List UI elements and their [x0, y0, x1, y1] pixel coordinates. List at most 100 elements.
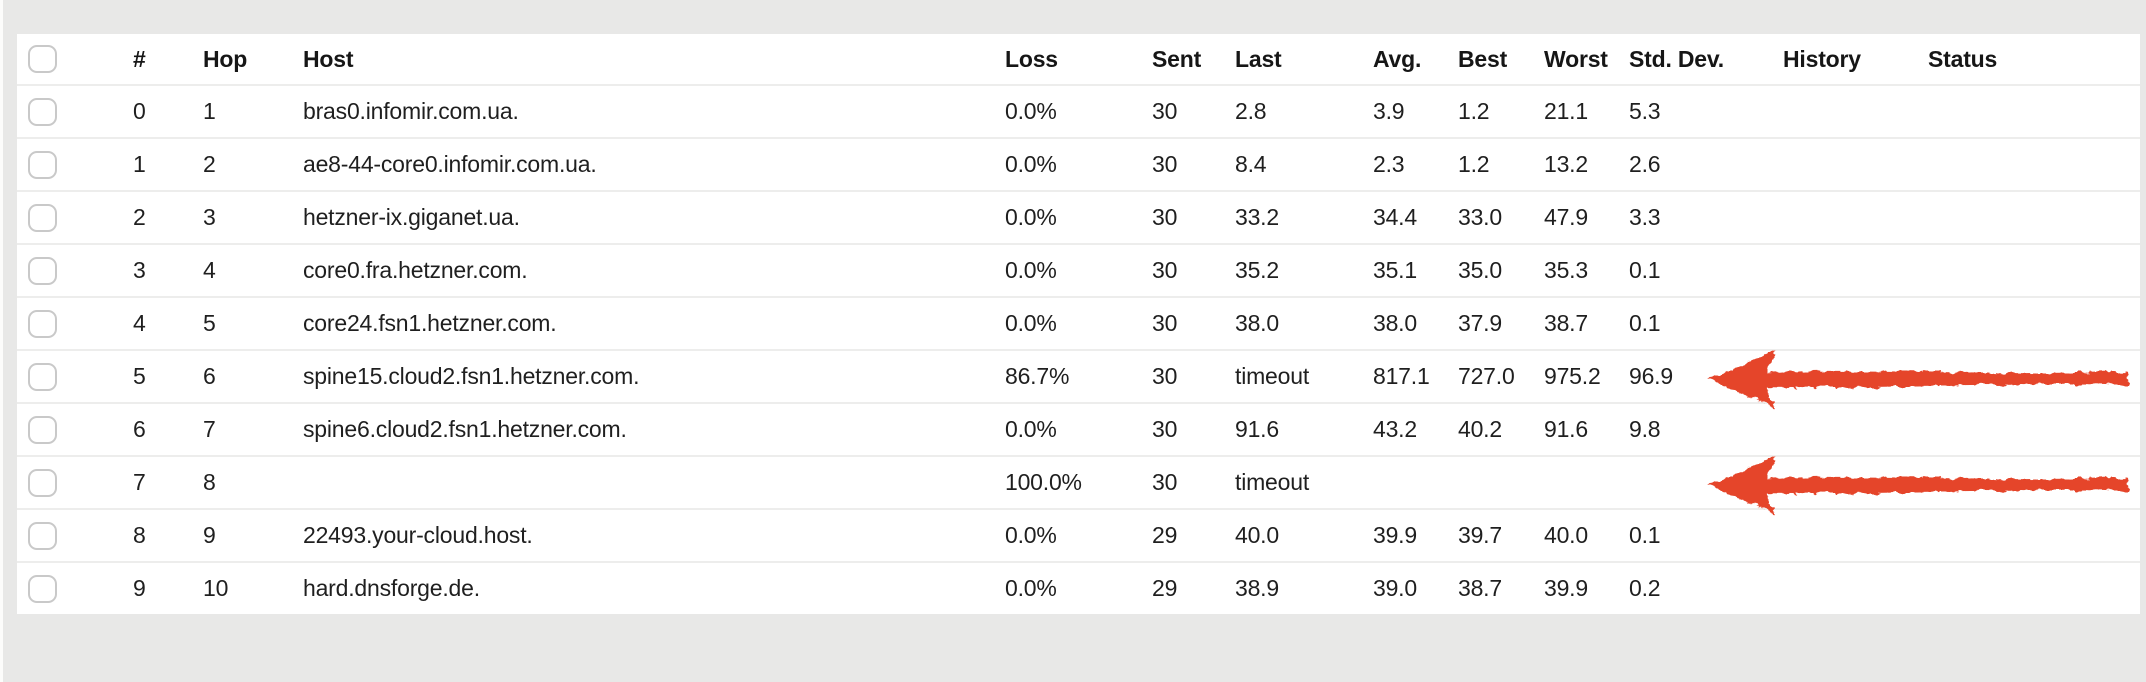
cell-value: spine15.cloud2.fsn1.hetzner.com.: [303, 363, 640, 389]
cell-value: 39.9: [1544, 575, 1588, 601]
cell-worst: 39.9: [1544, 575, 1629, 602]
column-header-label: Loss: [1005, 45, 1058, 72]
cell-value: 13.2: [1544, 151, 1588, 177]
cell-select: [17, 362, 133, 391]
cell-host: ae8-44-core0.infomir.com.ua.: [303, 151, 1005, 178]
cell-select: [17, 468, 133, 497]
cell-avg: 35.1: [1373, 257, 1458, 284]
cell-worst: 91.6: [1544, 416, 1629, 443]
cell-hop: 9: [203, 522, 303, 549]
table-row: 9 10 hard.dnsforge.de. 0.0% 29 38.9 39.0 38.7 39…: [17, 561, 2140, 614]
column-header-label: Avg.: [1373, 45, 1422, 72]
cell-value: 39.9: [1373, 522, 1417, 548]
cell-value: 727.0: [1458, 363, 1515, 389]
row-checkbox[interactable]: [28, 309, 57, 338]
cell-index: 1: [133, 151, 203, 178]
cell-value: 3.9: [1373, 98, 1405, 124]
cell-value: 1.2: [1458, 151, 1490, 177]
table-row: 7 8 100.0% 30 timeout: [17, 455, 2140, 508]
cell-last: 33.2: [1235, 204, 1373, 231]
cell-value: 0.1: [1629, 310, 1661, 336]
cell-host: core24.fsn1.hetzner.com.: [303, 310, 1005, 337]
column-header-label: Sent: [1152, 45, 1202, 72]
cell-hop: 4: [203, 257, 303, 284]
cell-avg: 43.2: [1373, 416, 1458, 443]
cell-value: 6: [133, 416, 146, 442]
cell-worst: 13.2: [1544, 151, 1629, 178]
cell-value: 2.6: [1629, 151, 1661, 177]
row-checkbox[interactable]: [28, 521, 57, 550]
cell-best: 1.2: [1458, 98, 1544, 125]
cell-stddev: 0.1: [1629, 257, 1783, 284]
cell-select: [17, 521, 133, 550]
cell-sent: 30: [1152, 151, 1235, 178]
row-checkbox[interactable]: [28, 203, 57, 232]
cell-last: 8.4: [1235, 151, 1373, 178]
cell-avg: 39.9: [1373, 522, 1458, 549]
cell-value: 35.1: [1373, 257, 1417, 283]
cell-value: 2.8: [1235, 98, 1267, 124]
cell-best: 35.0: [1458, 257, 1544, 284]
cell-value: 1.2: [1458, 98, 1490, 124]
cell-best: 33.0: [1458, 204, 1544, 231]
cell-avg: 39.0: [1373, 575, 1458, 602]
cell-best: 39.7: [1458, 522, 1544, 549]
cell-value: 30: [1152, 363, 1178, 389]
column-header-hop: Hop: [203, 46, 303, 73]
cell-value: 817.1: [1373, 363, 1430, 389]
cell-hop: 1: [203, 98, 303, 125]
cell-value: 34.4: [1373, 204, 1417, 230]
cell-value: 86.7%: [1005, 363, 1070, 389]
cell-worst: 35.3: [1544, 257, 1629, 284]
cell-value: 35.0: [1458, 257, 1502, 283]
cell-value: 7: [203, 416, 216, 442]
cell-value: 30: [1152, 204, 1178, 230]
cell-stddev: 0.1: [1629, 310, 1783, 337]
row-checkbox[interactable]: [28, 415, 57, 444]
cell-value: 38.9: [1235, 575, 1279, 601]
row-checkbox[interactable]: [28, 468, 57, 497]
cell-value: 39.0: [1373, 575, 1417, 601]
cell-value: 8: [133, 522, 146, 548]
cell-last: 38.9: [1235, 575, 1373, 602]
cell-best: 38.7: [1458, 575, 1544, 602]
cell-value: 100.0%: [1005, 469, 1082, 495]
select-all-checkbox[interactable]: [28, 45, 57, 73]
cell-index: 7: [133, 469, 203, 496]
cell-value: 2: [133, 204, 146, 230]
cell-host: bras0.infomir.com.ua.: [303, 98, 1005, 125]
cell-value: 0.0%: [1005, 310, 1057, 336]
cell-value: 1: [203, 98, 216, 124]
cell-sent: 29: [1152, 575, 1235, 602]
row-checkbox[interactable]: [28, 97, 57, 126]
table-row: 6 7 spine6.cloud2.fsn1.hetzner.com. 0.0% 30 9…: [17, 402, 2140, 455]
row-checkbox[interactable]: [28, 150, 57, 179]
column-header-label: Best: [1458, 45, 1508, 72]
cell-avg: 38.0: [1373, 310, 1458, 337]
cell-index: 0: [133, 98, 203, 125]
cell-stddev: 9.8: [1629, 416, 1783, 443]
cell-sent: 30: [1152, 469, 1235, 496]
row-checkbox[interactable]: [28, 256, 57, 285]
cell-value: 30: [1152, 151, 1178, 177]
cell-select: [17, 415, 133, 444]
cell-hop: 10: [203, 575, 303, 602]
cell-loss: 0.0%: [1005, 416, 1152, 443]
cell-value: 5: [203, 310, 216, 336]
cell-value: 33.2: [1235, 204, 1279, 230]
cell-last: timeout: [1235, 469, 1373, 496]
cell-last: 2.8: [1235, 98, 1373, 125]
cell-host: core0.fra.hetzner.com.: [303, 257, 1005, 284]
cell-value: timeout: [1235, 469, 1310, 495]
cell-loss: 0.0%: [1005, 310, 1152, 337]
cell-value: 22493.your-cloud.host.: [303, 522, 533, 548]
cell-value: 35.2: [1235, 257, 1279, 283]
row-checkbox[interactable]: [28, 362, 57, 391]
cell-hop: 5: [203, 310, 303, 337]
cell-value: 3: [203, 204, 216, 230]
column-header-loss: Loss: [1005, 46, 1152, 73]
row-checkbox[interactable]: [28, 574, 57, 603]
cell-value: 9: [133, 575, 146, 601]
column-header-last: Last: [1235, 46, 1373, 73]
column-header-select: [17, 45, 133, 73]
